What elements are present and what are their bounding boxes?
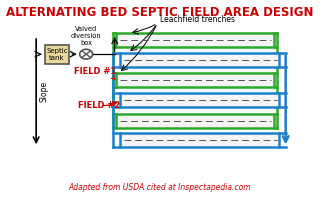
Text: Septic
tank: Septic tank — [46, 48, 68, 61]
Text: FIELD #2: FIELD #2 — [78, 101, 121, 110]
Text: FIELD #1: FIELD #1 — [75, 68, 117, 80]
FancyBboxPatch shape — [116, 73, 274, 87]
FancyBboxPatch shape — [116, 113, 274, 128]
FancyBboxPatch shape — [120, 93, 279, 107]
Text: Valved
diversion
box: Valved diversion box — [71, 26, 101, 46]
FancyBboxPatch shape — [45, 45, 69, 64]
Circle shape — [80, 49, 92, 59]
Text: Leachfield trenches: Leachfield trenches — [160, 15, 235, 24]
FancyBboxPatch shape — [120, 133, 279, 147]
FancyBboxPatch shape — [120, 53, 279, 67]
Text: Slope: Slope — [39, 81, 48, 102]
FancyBboxPatch shape — [116, 33, 274, 47]
Text: Adapted from USDA cited at Inspectapedia.com: Adapted from USDA cited at Inspectapedia… — [69, 183, 251, 192]
Text: ALTERNATING BED SEPTIC FIELD AREA DESIGN: ALTERNATING BED SEPTIC FIELD AREA DESIGN — [6, 6, 314, 19]
